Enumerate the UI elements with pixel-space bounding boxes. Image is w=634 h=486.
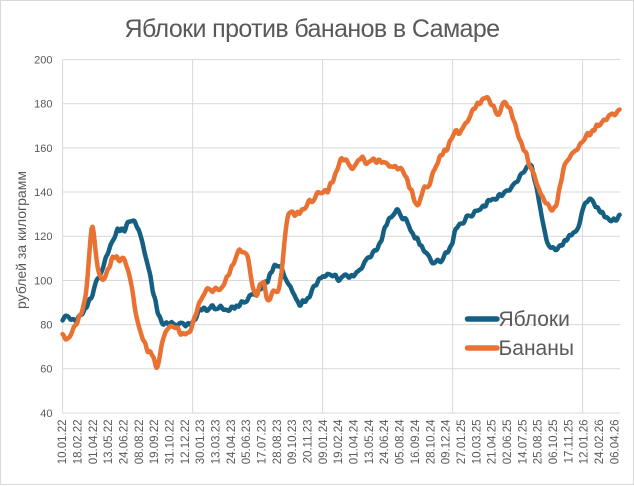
svg-text:05.08.24: 05.08.24 bbox=[395, 419, 407, 464]
svg-text:09.12.24: 09.12.24 bbox=[441, 419, 453, 464]
svg-text:17.11.25: 17.11.25 bbox=[563, 420, 575, 464]
svg-text:24.02.26: 24.02.26 bbox=[594, 420, 606, 465]
svg-text:17.07.23: 17.07.23 bbox=[257, 420, 269, 465]
svg-text:19.02.24: 19.02.24 bbox=[333, 419, 345, 464]
svg-text:09.10.23: 09.10.23 bbox=[287, 420, 299, 465]
svg-text:28.10.24: 28.10.24 bbox=[425, 419, 437, 464]
svg-text:28.08.23: 28.08.23 bbox=[272, 420, 284, 465]
svg-text:13.03.23: 13.03.23 bbox=[211, 420, 223, 465]
svg-text:27.01.25: 27.01.25 bbox=[456, 420, 468, 465]
svg-text:14.07.25: 14.07.25 bbox=[517, 420, 529, 465]
svg-text:12.01.26: 12.01.26 bbox=[579, 420, 591, 465]
svg-text:24.06.24: 24.06.24 bbox=[379, 419, 391, 464]
svg-text:100: 100 bbox=[34, 275, 52, 287]
svg-text:06.10.25: 06.10.25 bbox=[548, 420, 560, 465]
svg-text:05.06.23: 05.06.23 bbox=[241, 420, 253, 465]
svg-text:24.06.22: 24.06.22 bbox=[118, 420, 130, 465]
svg-text:120: 120 bbox=[34, 231, 52, 243]
svg-text:200: 200 bbox=[34, 54, 52, 66]
svg-text:31.10.22: 31.10.22 bbox=[165, 420, 177, 465]
svg-text:80: 80 bbox=[40, 320, 52, 332]
svg-text:180: 180 bbox=[34, 99, 52, 111]
svg-text:12.12.22: 12.12.22 bbox=[180, 420, 192, 465]
svg-text:09.01.24: 09.01.24 bbox=[318, 419, 330, 464]
svg-text:13.05.22: 13.05.22 bbox=[103, 420, 115, 465]
svg-text:20.11.23: 20.11.23 bbox=[303, 420, 315, 464]
svg-text:Бананы: Бананы bbox=[499, 337, 574, 360]
svg-text:19.09.22: 19.09.22 bbox=[149, 420, 161, 465]
svg-text:Яблоки: Яблоки bbox=[499, 308, 570, 331]
svg-text:140: 140 bbox=[34, 187, 52, 199]
svg-text:10.03.25: 10.03.25 bbox=[471, 420, 483, 465]
svg-text:10.01.22: 10.01.22 bbox=[57, 420, 69, 465]
svg-text:18.02.22: 18.02.22 bbox=[72, 420, 84, 465]
svg-text:02.06.25: 02.06.25 bbox=[502, 419, 514, 464]
svg-text:01.04.22: 01.04.22 bbox=[88, 420, 100, 465]
svg-text:160: 160 bbox=[34, 143, 52, 155]
svg-text:40: 40 bbox=[40, 408, 52, 420]
svg-text:21.04.25: 21.04.25 bbox=[487, 420, 499, 465]
svg-text:25.08.25: 25.08.25 bbox=[533, 420, 545, 465]
svg-text:06.04.26: 06.04.26 bbox=[609, 420, 621, 465]
svg-text:16.09.24: 16.09.24 bbox=[410, 419, 422, 464]
svg-text:рублей за килограмм: рублей за килограмм bbox=[13, 171, 29, 309]
svg-text:24.04.23: 24.04.23 bbox=[226, 420, 238, 465]
svg-text:13.05.24: 13.05.24 bbox=[364, 419, 376, 464]
svg-text:Яблоки против бананов в Самаре: Яблоки против бананов в Самаре bbox=[125, 15, 500, 43]
svg-text:01.04.24: 01.04.24 bbox=[349, 419, 361, 464]
svg-text:60: 60 bbox=[40, 364, 52, 376]
svg-text:08.08.22: 08.08.22 bbox=[134, 420, 146, 465]
svg-text:30.01.23: 30.01.23 bbox=[195, 420, 207, 465]
